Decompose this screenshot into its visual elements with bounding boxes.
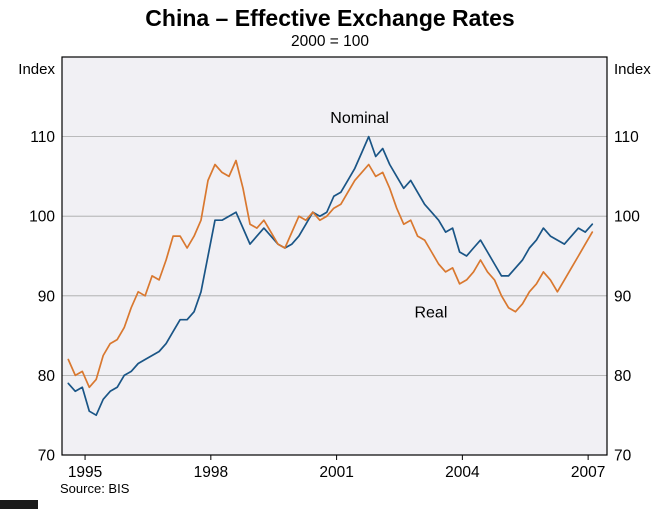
- x-tick-label: 1995: [68, 464, 102, 481]
- y-tick-label-right: 100: [614, 209, 640, 226]
- footer-bar-fragment: [0, 500, 38, 509]
- y-axis-label-right: Index: [614, 61, 651, 78]
- series-line-nominal: [67, 135, 594, 417]
- y-tick-label-right: 80: [614, 368, 632, 385]
- series-label-nominal: Nominal: [330, 110, 389, 127]
- source-note: Source: BIS: [60, 481, 130, 496]
- y-tick-label-left: 110: [30, 129, 55, 146]
- y-tick-label-right: 90: [614, 288, 632, 305]
- y-tick-label-left: 70: [38, 448, 56, 465]
- y-tick-label-left: 100: [29, 209, 55, 226]
- y-tick-label-left: 90: [38, 288, 56, 305]
- plot-area: [62, 57, 607, 455]
- x-tick-label: 1998: [194, 464, 228, 481]
- plot-border: [61, 56, 608, 456]
- y-axis-label-left: Index: [18, 61, 55, 78]
- series-line-real: [67, 159, 594, 389]
- y-tick-label-right: 110: [614, 129, 639, 146]
- chart-subtitle: 2000 = 100: [290, 33, 369, 50]
- y-tick-label-right: 70: [614, 448, 632, 465]
- x-tick-label: 2001: [319, 464, 353, 481]
- x-tick-label: 2004: [445, 464, 480, 481]
- x-tick-label: 2007: [571, 464, 605, 481]
- y-tick-label-left: 80: [38, 368, 56, 385]
- series-label-real: Real: [414, 304, 447, 321]
- chart-svg: 70 70 80 80 90 90 100 100 110 110 1995 1998 2001 2004…: [18, 56, 651, 481]
- chart-title: China – Effective Exchange Rates: [145, 5, 515, 31]
